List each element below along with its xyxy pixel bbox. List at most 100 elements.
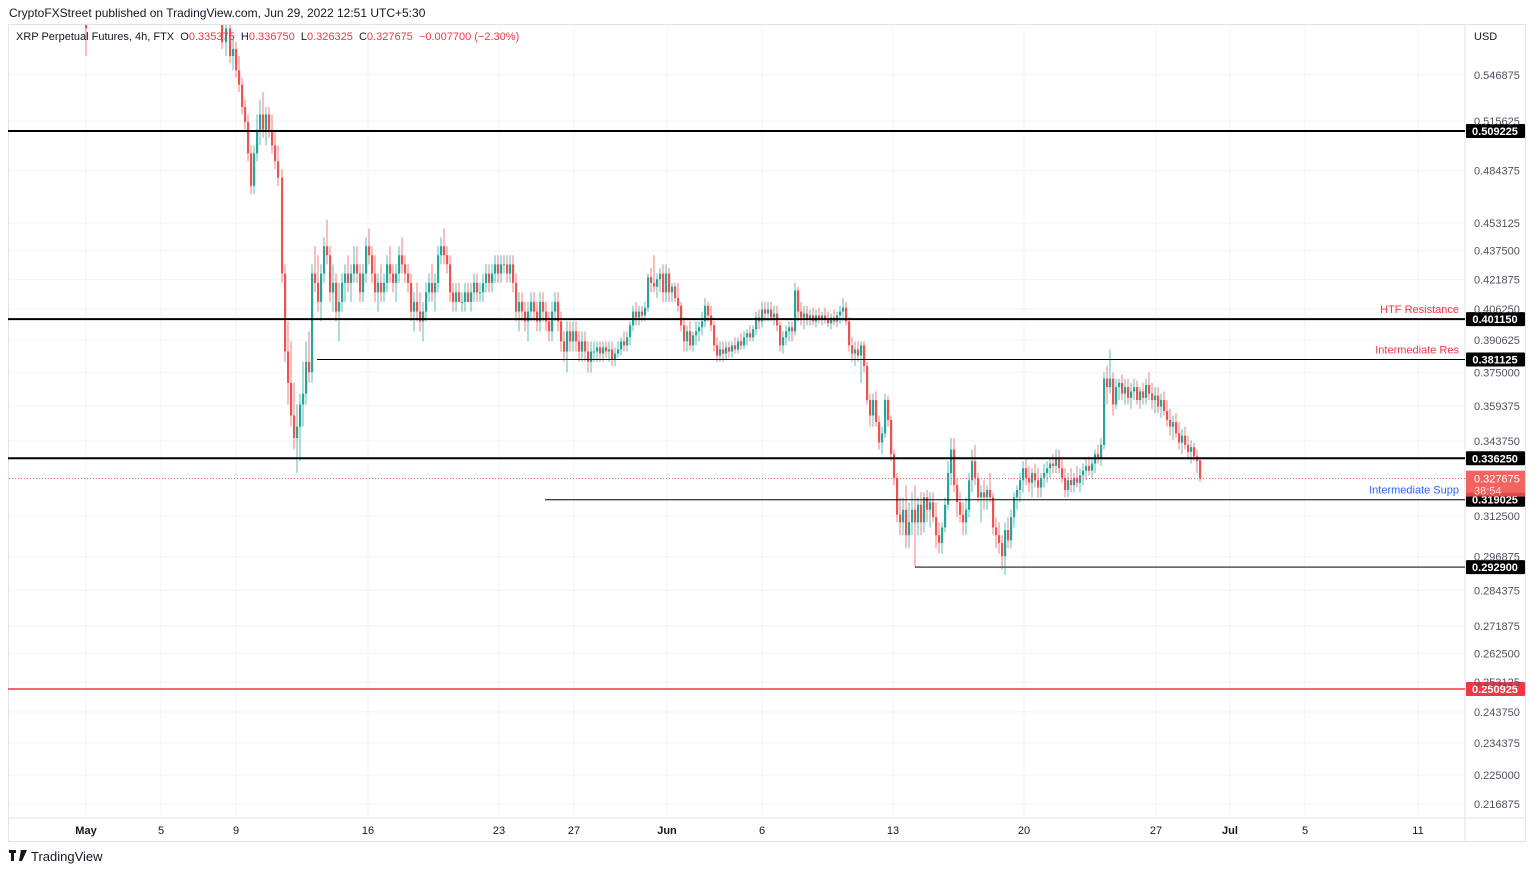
candle-down bbox=[668, 273, 671, 293]
candle-down bbox=[1163, 400, 1166, 412]
candle-up bbox=[752, 329, 755, 338]
candle-up bbox=[743, 337, 746, 346]
price-tick-label: 0.437500 bbox=[1474, 246, 1520, 258]
candle-up bbox=[299, 404, 302, 427]
level-annotation-label: Intermediate Res bbox=[1375, 344, 1459, 356]
candle-up bbox=[1103, 378, 1106, 445]
candle-up bbox=[253, 153, 256, 186]
candle-up bbox=[638, 311, 641, 318]
legend-close: 0.327675 bbox=[366, 31, 413, 43]
candle-up bbox=[746, 333, 749, 338]
candle-up bbox=[665, 273, 668, 293]
candle-down bbox=[1037, 480, 1040, 488]
footer-brand[interactable]: TradingView bbox=[31, 849, 103, 864]
candle-down bbox=[677, 298, 680, 306]
candle-up bbox=[908, 522, 911, 536]
time-tick-label: 11 bbox=[1412, 825, 1423, 837]
time-axis[interactable]: May 5 9 16 23 27 Jun 6 13 20 27 Jul 5 11 bbox=[75, 825, 1423, 837]
candle-up bbox=[1082, 470, 1085, 476]
price-tick-label: 0.284375 bbox=[1474, 585, 1520, 597]
level-annotation-label: Intermediate Supp bbox=[1369, 485, 1459, 497]
candle-up bbox=[527, 311, 530, 322]
legend-open: 0.335375 bbox=[188, 31, 235, 43]
candle-up bbox=[701, 321, 704, 328]
candle-up bbox=[353, 264, 356, 274]
candle-down bbox=[1136, 387, 1139, 401]
time-tick-label: Jun bbox=[657, 825, 677, 837]
candles bbox=[85, 25, 1202, 575]
level-price-tag-label: 0.319025 bbox=[1472, 495, 1518, 507]
candle-down bbox=[764, 309, 767, 314]
candle-down bbox=[569, 331, 572, 342]
candle-up bbox=[350, 273, 353, 283]
candle-up bbox=[344, 273, 347, 283]
candle-up bbox=[566, 331, 569, 352]
candle-up bbox=[911, 509, 914, 523]
candle-down bbox=[347, 273, 350, 283]
candle-down bbox=[611, 349, 614, 360]
price-tick-label: 0.262500 bbox=[1474, 648, 1520, 660]
candle-down bbox=[827, 319, 830, 324]
candle-down bbox=[221, 25, 224, 43]
candle-up bbox=[629, 325, 632, 338]
candle-up bbox=[980, 492, 983, 498]
candle-up bbox=[470, 292, 473, 302]
candle-up bbox=[1085, 465, 1088, 471]
candle-down bbox=[271, 129, 274, 146]
candle-up bbox=[518, 301, 521, 312]
price-tick-label: 0.359375 bbox=[1474, 401, 1520, 413]
candle-up bbox=[1154, 395, 1157, 401]
candle-down bbox=[85, 25, 88, 29]
candle-down bbox=[533, 301, 536, 312]
candle-up bbox=[256, 129, 259, 154]
countdown-label: 38:54 bbox=[1474, 486, 1502, 498]
candle-up bbox=[1172, 422, 1175, 427]
candle-down bbox=[512, 264, 515, 283]
candle-up bbox=[225, 28, 228, 43]
candle-down bbox=[914, 509, 917, 523]
candle-down bbox=[959, 502, 962, 515]
candle-down bbox=[806, 313, 809, 320]
candle-down bbox=[452, 292, 455, 302]
candle-down bbox=[710, 315, 713, 326]
candle-down bbox=[329, 255, 332, 293]
legend-low: 0.326325 bbox=[306, 31, 353, 43]
candle-down bbox=[992, 497, 995, 528]
candle-down bbox=[560, 321, 563, 342]
candle-up bbox=[950, 449, 953, 474]
candle-down bbox=[713, 325, 716, 346]
candle-up bbox=[362, 273, 365, 293]
legend-change: −0.007700 (−2.30%) bbox=[418, 31, 520, 43]
candle-up bbox=[860, 345, 863, 356]
price-tick-label: 0.343750 bbox=[1474, 436, 1520, 448]
candle-down bbox=[875, 400, 878, 423]
candle-up bbox=[395, 273, 398, 283]
candle-up bbox=[1067, 480, 1070, 490]
candle-up bbox=[581, 341, 584, 352]
candle-up bbox=[1055, 458, 1058, 466]
candle-down bbox=[974, 461, 977, 478]
candle-up bbox=[232, 49, 235, 57]
candle-down bbox=[905, 509, 908, 536]
candle-down bbox=[824, 315, 827, 320]
candle-down bbox=[545, 311, 548, 322]
candle-up bbox=[785, 331, 788, 338]
candle-up bbox=[1013, 497, 1016, 518]
series-legend: XRP Perpetual Futures, 4h, FTX O0.335375… bbox=[16, 31, 519, 43]
level-price-tag-label: 0.509225 bbox=[1472, 126, 1518, 138]
candle-up bbox=[437, 255, 440, 283]
candle-up bbox=[1100, 444, 1103, 459]
level-price-tag bbox=[1466, 451, 1525, 466]
horizontal-levels[interactable]: 0.509225 0.401150 HTF Resistance 0.381125 In… bbox=[8, 124, 1525, 697]
chart-frame bbox=[8, 24, 1526, 842]
candle-down bbox=[287, 351, 290, 383]
candle-up bbox=[425, 292, 428, 312]
price-axis[interactable]: 0.546875 0.515625 0.484375 0.453125 0.437500… bbox=[1474, 31, 1520, 811]
legend-symbol: XRP Perpetual Futures, 4h, FTX bbox=[16, 31, 175, 43]
time-tick-label: 27 bbox=[1150, 825, 1162, 837]
candle-down bbox=[229, 28, 232, 57]
candle-up bbox=[323, 246, 326, 274]
candle-up bbox=[365, 246, 368, 274]
candle-down bbox=[521, 301, 524, 312]
